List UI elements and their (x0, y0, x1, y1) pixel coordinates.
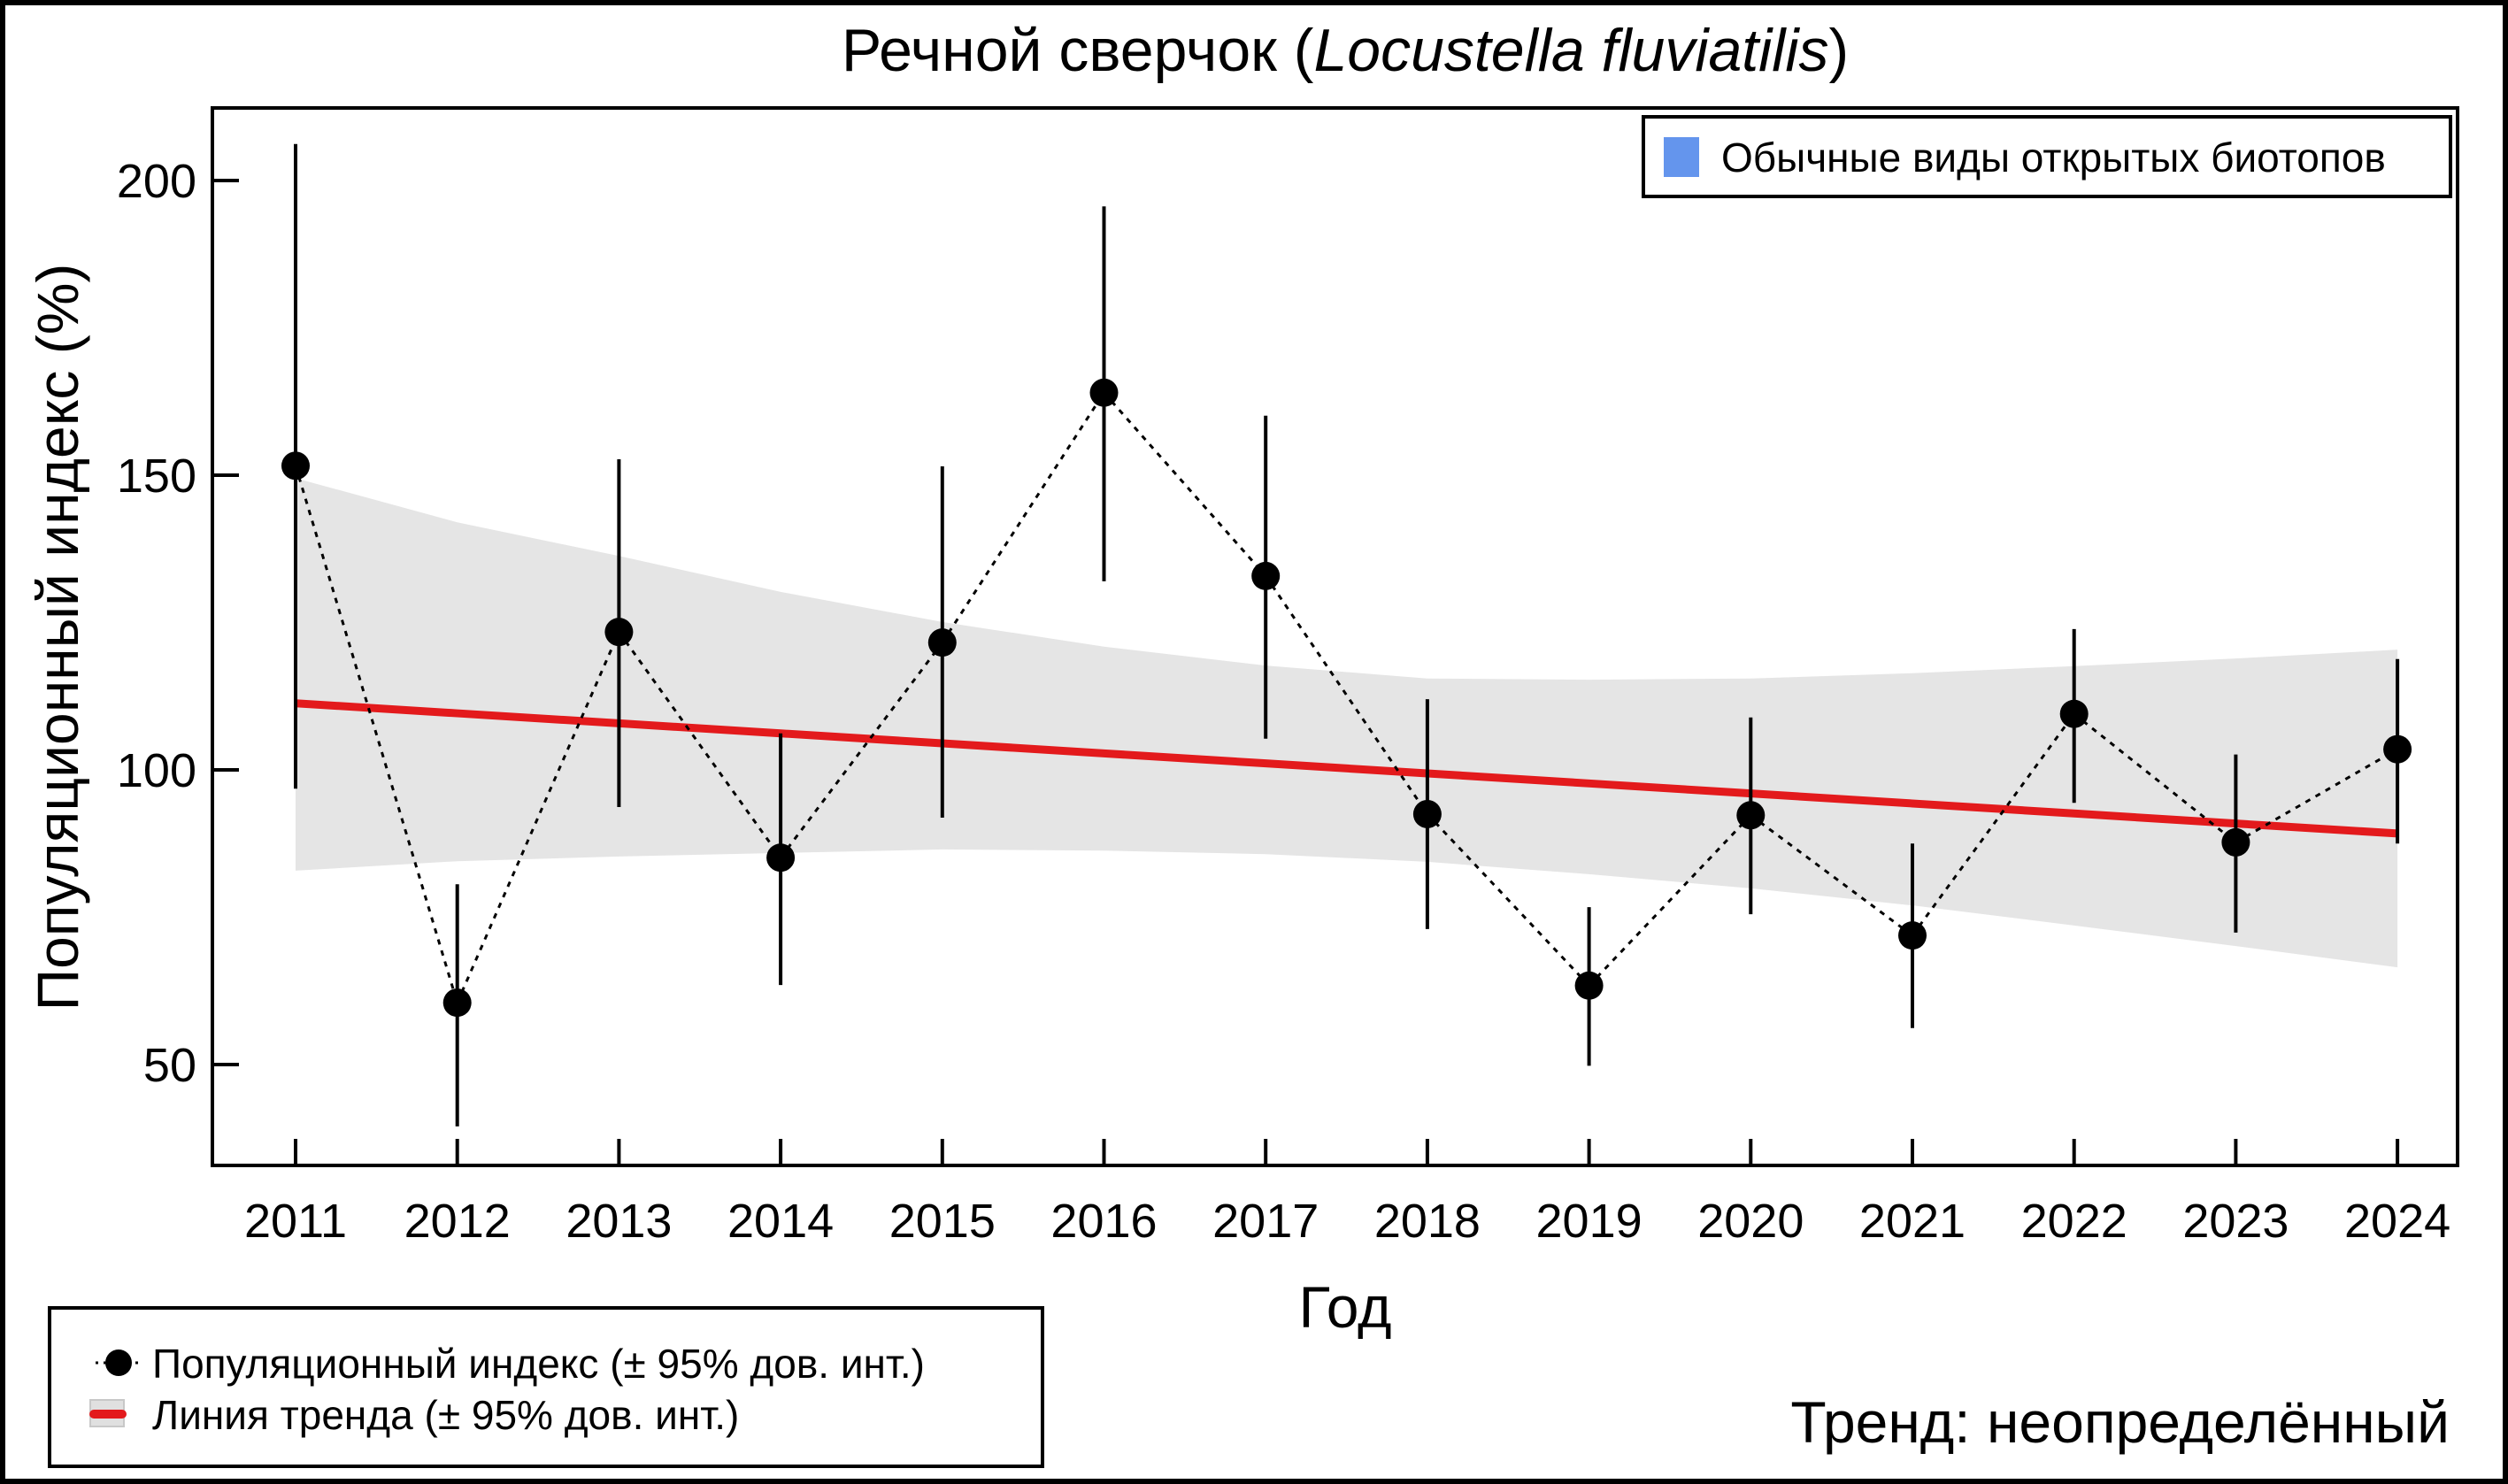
index-connector-layer (294, 391, 2398, 1003)
connector-2012-2013 (456, 631, 620, 1003)
data-point-2012 (442, 988, 472, 1018)
x-tick-label-2011: 2011 (244, 1195, 347, 1248)
data-point-2013 (604, 618, 634, 647)
index-point-layer (281, 378, 2412, 1018)
x-tick-label-2020: 2020 (1697, 1195, 1804, 1248)
x-axis-title: Год (1298, 1274, 1391, 1340)
group-legend: Обычные виды открытых биотопов (1642, 115, 2452, 198)
data-point-2018 (1412, 799, 1442, 828)
group-color-swatch (1664, 137, 1699, 177)
data-point-2020 (1736, 801, 1766, 830)
data-point-2023 (2221, 827, 2250, 857)
data-point-2022 (2059, 699, 2089, 728)
chart-title: Речной сверчок (Locustella fluviatilis) (842, 17, 1849, 84)
group-legend-label: Обычные виды открытых биотопов (1721, 135, 2386, 181)
data-point-2019 (1574, 971, 1604, 1000)
y-axis-title: Популяционный индекс (%) (25, 264, 90, 1011)
y-tick-label-50: 50 (143, 1039, 196, 1092)
x-tick-label-2018: 2018 (1374, 1195, 1481, 1248)
data-point-2011 (281, 451, 310, 481)
y-tick-label-200: 200 (117, 155, 196, 208)
x-tick-label-2017: 2017 (1212, 1195, 1319, 1248)
x-axis: 2011 2012 2013 2014 2015 2016 2017 2018 2019 2020… (244, 1139, 2450, 1248)
trend-line (295, 699, 2398, 838)
trend-ci-band (296, 478, 2398, 968)
x-tick-label-2022: 2022 (2021, 1195, 2127, 1248)
series-legend: Популяционный индекс (± 95% дов. инт.) Л… (48, 1306, 1044, 1468)
x-tick-label-2024: 2024 (2344, 1195, 2450, 1248)
trend-ci-band-layer (296, 478, 2398, 968)
x-tick-label-2021: 2021 (1859, 1195, 1966, 1248)
legend-index-label: Популяционный индекс (± 95% дов. инт.) (152, 1341, 925, 1387)
trend-layer (295, 699, 2398, 838)
title-main: Речной сверчок ( (842, 17, 1314, 84)
trend-annotation: Тренд: неопределённый (1790, 1389, 2450, 1455)
title-close: ) (1829, 17, 1850, 84)
connector-2016-2017 (1103, 391, 1267, 577)
y-tick-label-150: 150 (117, 450, 196, 503)
data-point-2015 (927, 628, 957, 657)
data-point-2024 (2383, 734, 2412, 764)
connector-2011-2012 (294, 465, 459, 1003)
connector-2013-2014 (618, 631, 782, 859)
connector-2017-2018 (1264, 575, 1429, 815)
y-tick-label-100: 100 (117, 744, 196, 797)
x-tick-label-2012: 2012 (404, 1195, 511, 1248)
legend-index-point-icon (105, 1349, 132, 1376)
connector-2018-2019 (1426, 812, 1590, 987)
plot-box (211, 106, 2459, 1167)
data-point-2017 (1251, 561, 1281, 590)
data-point-2016 (1089, 378, 1119, 407)
series-legend-box (48, 1306, 1044, 1468)
x-tick-label-2019: 2019 (1536, 1195, 1643, 1248)
y-axis: 50 100 150 200 (117, 155, 239, 1092)
x-tick-label-2013: 2013 (565, 1195, 672, 1248)
connector-2019-2020 (1588, 814, 1752, 987)
legend-trend-label: Линия тренда (± 95% дов. инт.) (152, 1392, 739, 1438)
connector-2015-2016 (941, 391, 1105, 643)
connector-2023-2024 (2235, 748, 2398, 844)
data-point-2021 (1898, 921, 1927, 950)
x-tick-label-2015: 2015 (889, 1195, 996, 1248)
x-tick-label-2016: 2016 (1050, 1195, 1157, 1248)
group-legend-box (1642, 115, 2452, 198)
data-point-2014 (766, 843, 796, 873)
title-species: Locustella fluviatilis (1313, 17, 1828, 84)
x-tick-label-2014: 2014 (727, 1195, 834, 1248)
x-tick-label-2023: 2023 (2182, 1195, 2289, 1248)
